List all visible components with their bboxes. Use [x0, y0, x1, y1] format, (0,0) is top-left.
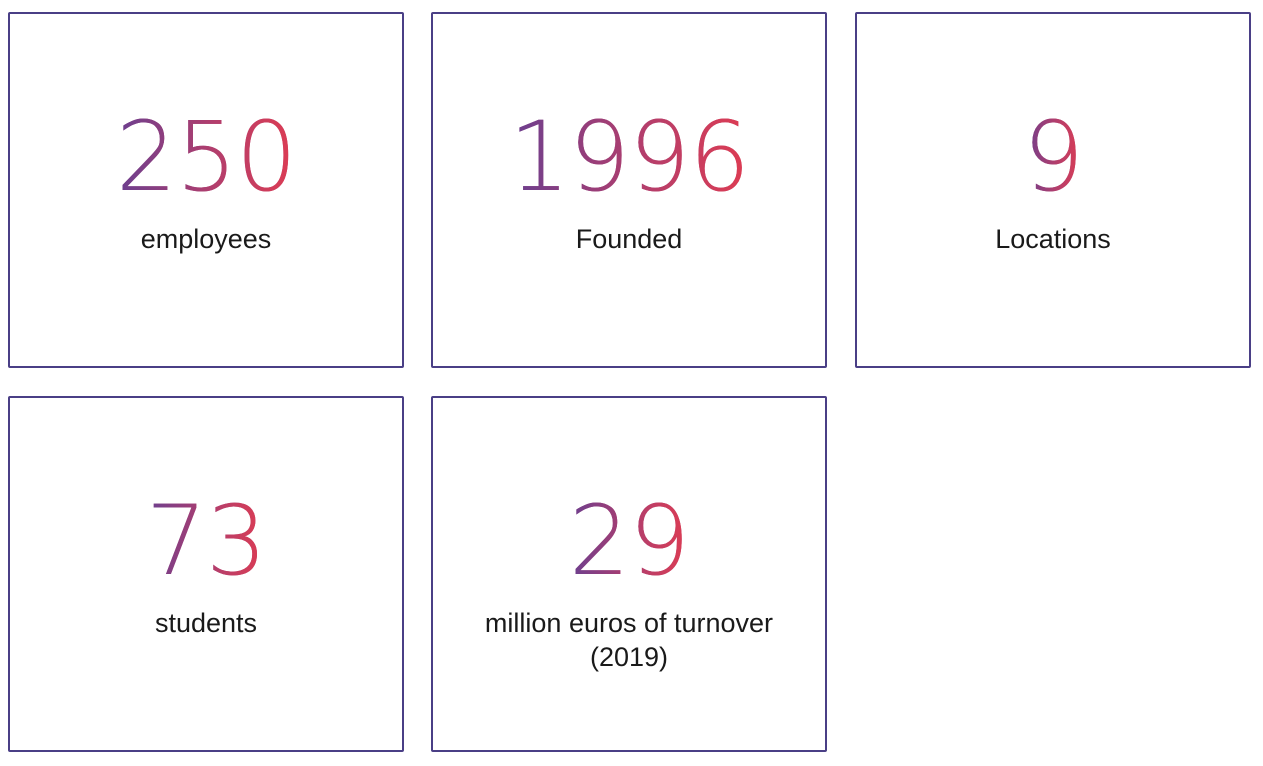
stat-card-founded: 1996 Founded	[431, 12, 827, 368]
stat-card-locations: 9 Locations	[855, 12, 1251, 368]
stat-label: students	[154, 608, 258, 638]
stat-value: 1996	[433, 102, 825, 212]
stat-label: Founded	[575, 224, 683, 254]
stat-label: Locations	[995, 224, 1111, 254]
stat-card-employees: 250 employees	[8, 12, 404, 368]
stat-value: 73	[10, 486, 402, 596]
stat-value: 250	[10, 102, 402, 212]
stat-value: 29	[433, 486, 825, 596]
stat-label: million euros of turnover (2019)	[484, 608, 774, 672]
stat-card-students: 73 students	[8, 396, 404, 752]
stat-value: 9	[857, 102, 1249, 212]
stat-card-turnover: 29 million euros of turnover (2019)	[431, 396, 827, 752]
stat-label: employees	[140, 224, 272, 254]
